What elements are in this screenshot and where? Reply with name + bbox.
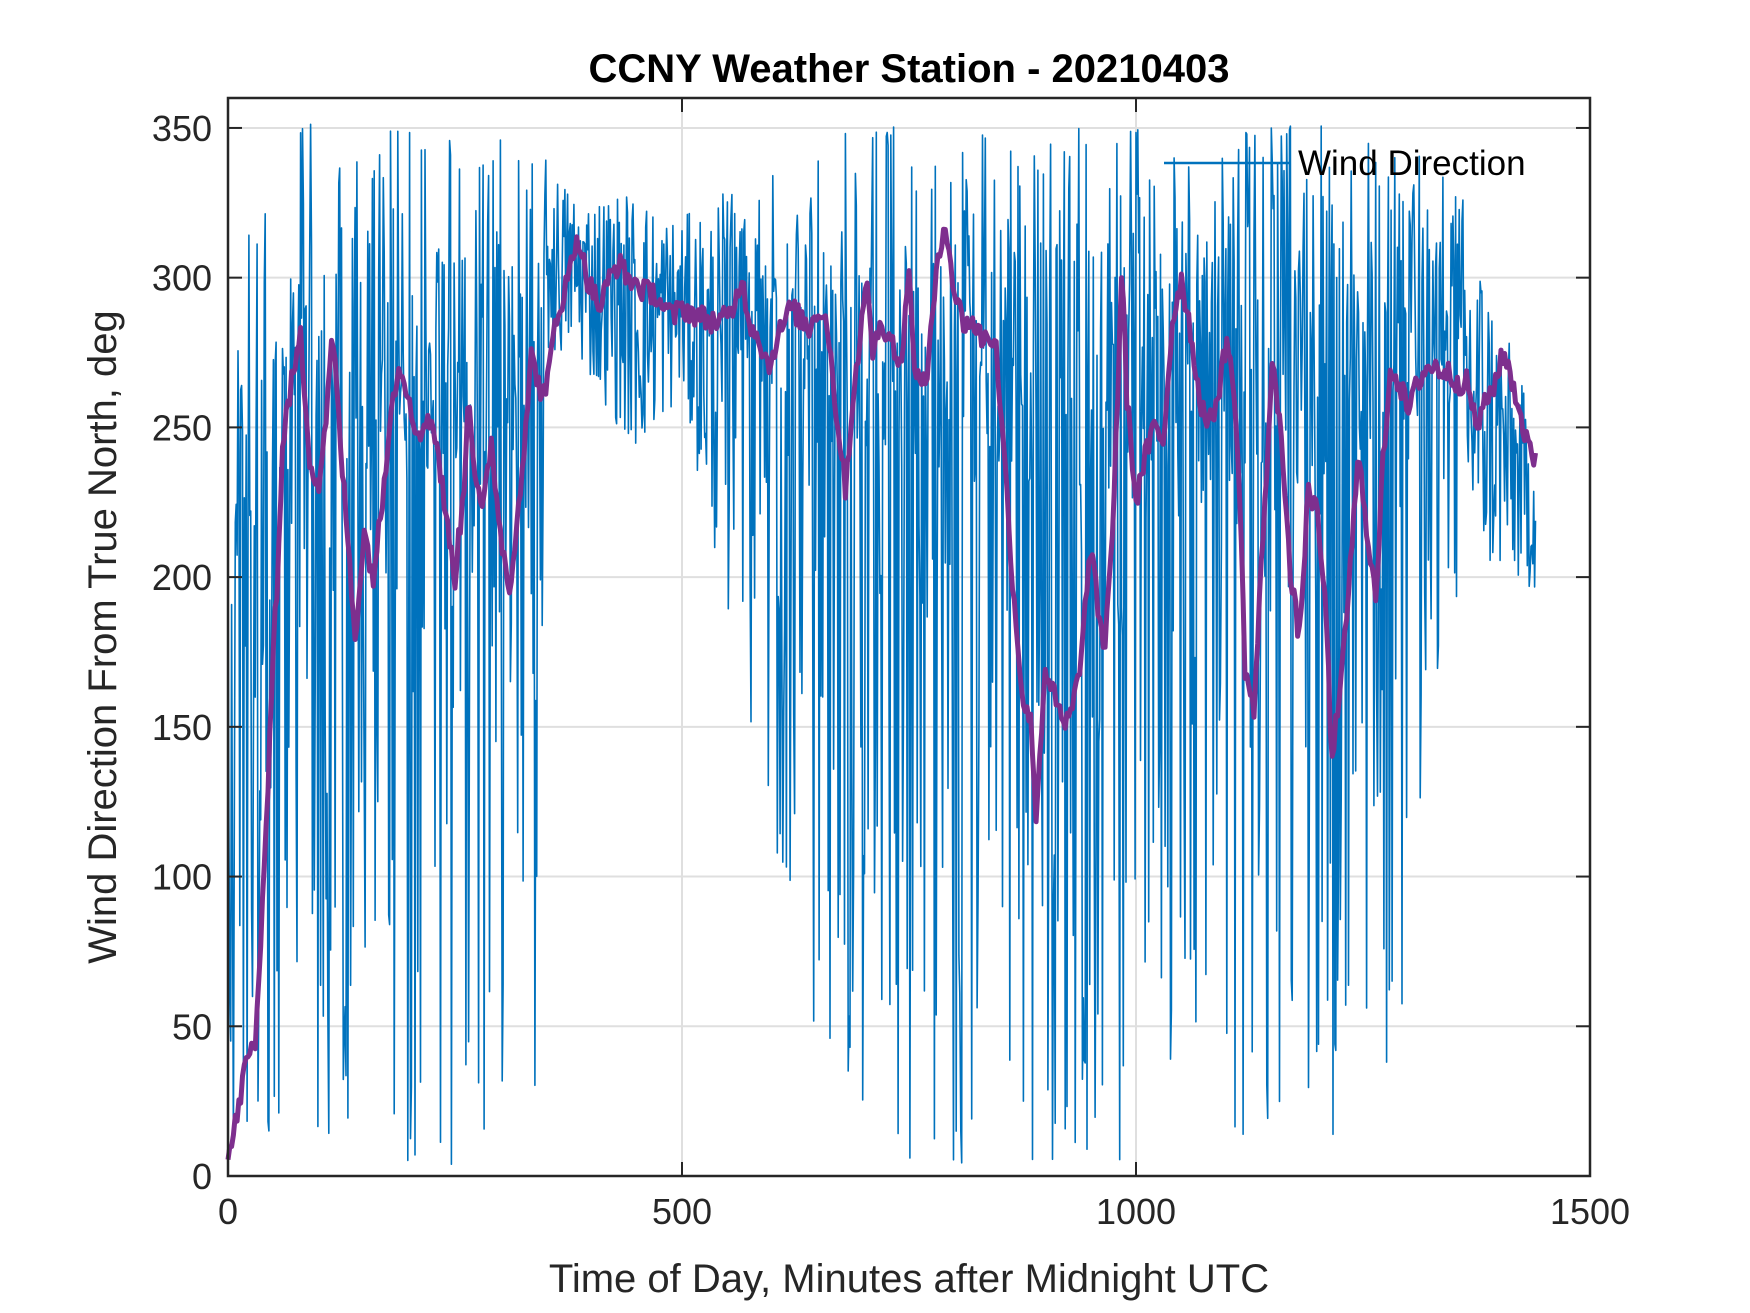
y-tick-label: 150 [152, 707, 212, 748]
y-tick-label: 300 [152, 258, 212, 299]
series-smoothed-direction-line [225, 226, 1538, 1160]
x-tick-label: 1500 [1550, 1191, 1630, 1232]
series-layer [225, 123, 1538, 1165]
chart-title: CCNY Weather Station - 20210403 [589, 47, 1230, 91]
y-axis-label: Wind Direction From True North, deg [81, 310, 125, 964]
y-tick-label: 200 [152, 557, 212, 598]
y-tick-label: 100 [152, 857, 212, 898]
axes-box [226, 96, 1592, 1178]
ticks: 0 500 1000 1500 0 50 100 150 200 250 300 350 [152, 98, 1630, 1232]
legend: Wind Direction [1164, 144, 1526, 183]
y-tick-label: 0 [192, 1156, 212, 1197]
y-tick-label: 50 [172, 1006, 212, 1047]
y-tick-label: 250 [152, 407, 212, 448]
x-axis-label: Time of Day, Minutes after Midnight UTC [549, 1257, 1269, 1301]
y-tick-label: 350 [152, 108, 212, 149]
x-tick-label: 0 [218, 1191, 238, 1232]
x-tick-label: 1000 [1096, 1191, 1176, 1232]
legend-label-wind-direction: Wind Direction [1298, 144, 1526, 183]
x-tick-label: 500 [652, 1191, 712, 1232]
series-wind-direction-line [227, 123, 1537, 1165]
